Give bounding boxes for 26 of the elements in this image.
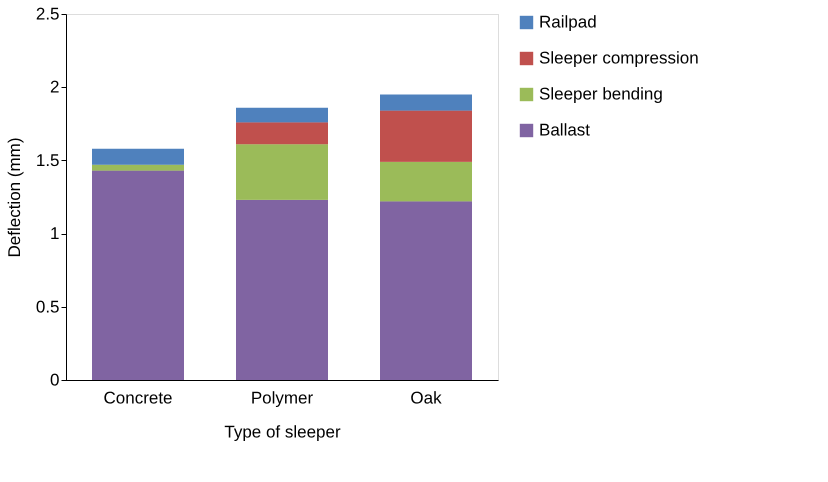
x-tick-label: Concrete — [104, 388, 172, 408]
bar — [380, 94, 472, 111]
x-axis-title: Type of sleeper — [224, 422, 341, 442]
bar — [92, 164, 184, 171]
y-tick-label: 1.5 — [36, 150, 60, 170]
bar — [236, 122, 328, 144]
bar — [380, 110, 472, 162]
y-axis-title: Deflection (mm) — [4, 138, 24, 258]
y-tick-label: 0.5 — [36, 297, 60, 316]
y-tick-label: 0 — [50, 370, 60, 390]
x-tick-label: Polymer — [250, 388, 314, 408]
y-tick-label: 1 — [50, 224, 60, 244]
legend-label: Ballast — [539, 120, 590, 140]
bar — [380, 162, 472, 202]
bar — [380, 201, 472, 380]
bar — [236, 200, 328, 380]
legend-label: Railpad — [539, 12, 597, 32]
x-tick-label: Oak — [410, 388, 442, 408]
bar — [236, 108, 328, 122]
bar — [236, 144, 328, 200]
bar — [92, 148, 184, 165]
y-tick-label: 2 — [50, 78, 60, 97]
y-tick-label: 2.5 — [36, 4, 60, 24]
legend-label: Sleeper compression — [539, 48, 699, 68]
legend-label: Sleeper bending — [539, 84, 663, 104]
bar — [92, 170, 184, 380]
